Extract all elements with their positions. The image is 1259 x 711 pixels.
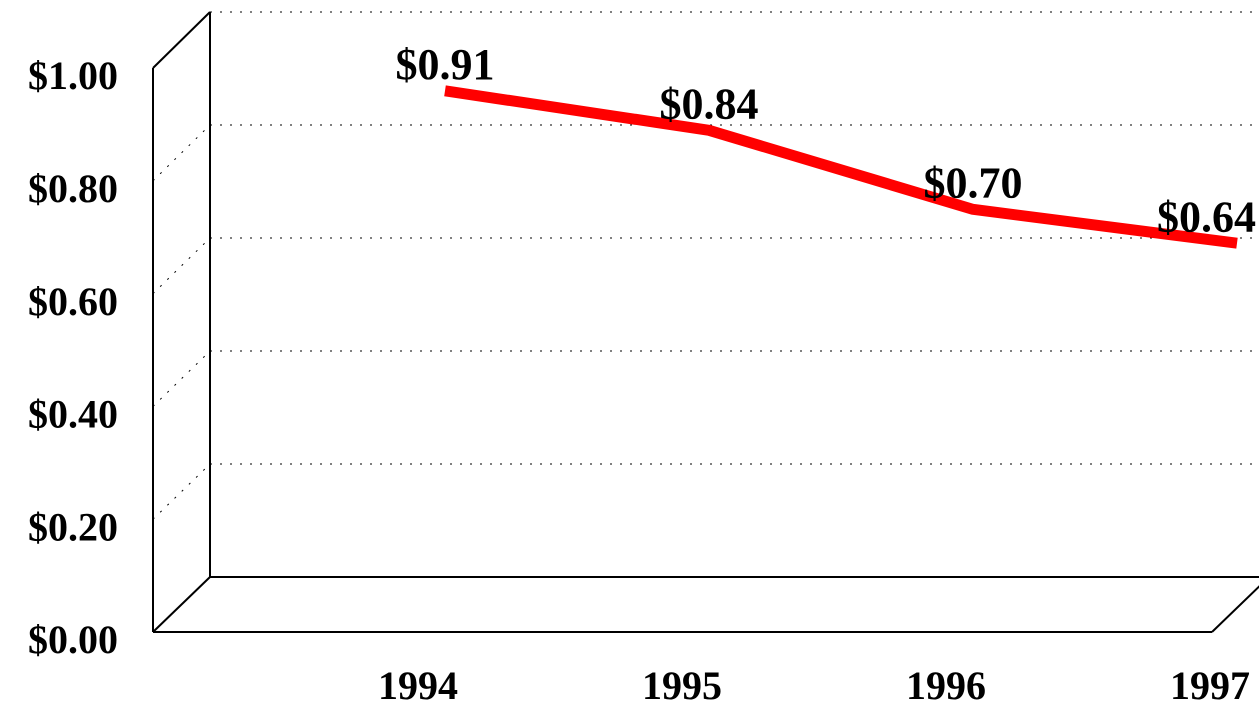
y-tick-label: $1.00 [28, 53, 118, 98]
y-tick-label: $0.40 [28, 392, 118, 437]
x-tick-label: 1995 [642, 663, 722, 708]
y-tick-label: $0.60 [28, 279, 118, 324]
grid-line-side [152, 350, 211, 407]
frame [152, 11, 1259, 633]
y-tick-label: $0.20 [28, 504, 118, 549]
x-tick-label: 1996 [906, 663, 986, 708]
value-label: $0.91 [396, 40, 495, 89]
line [444, 85, 1238, 249]
y-tick-label: $0.80 [28, 166, 118, 211]
grid-line-side [152, 463, 211, 520]
value-label: $0.70 [924, 158, 1023, 207]
x-tick-label: 1997 [1170, 663, 1250, 708]
grid-line-side [152, 124, 211, 182]
value-label: $0.84 [660, 79, 759, 128]
wall-edge [152, 11, 211, 69]
floor-edge [152, 576, 211, 633]
grid-line-side [152, 237, 211, 294]
floor-right [1211, 585, 1259, 633]
value-label: $0.64 [1157, 192, 1256, 241]
y-tick-label: $0.00 [28, 617, 118, 662]
x-tick-label: 1994 [378, 663, 458, 708]
